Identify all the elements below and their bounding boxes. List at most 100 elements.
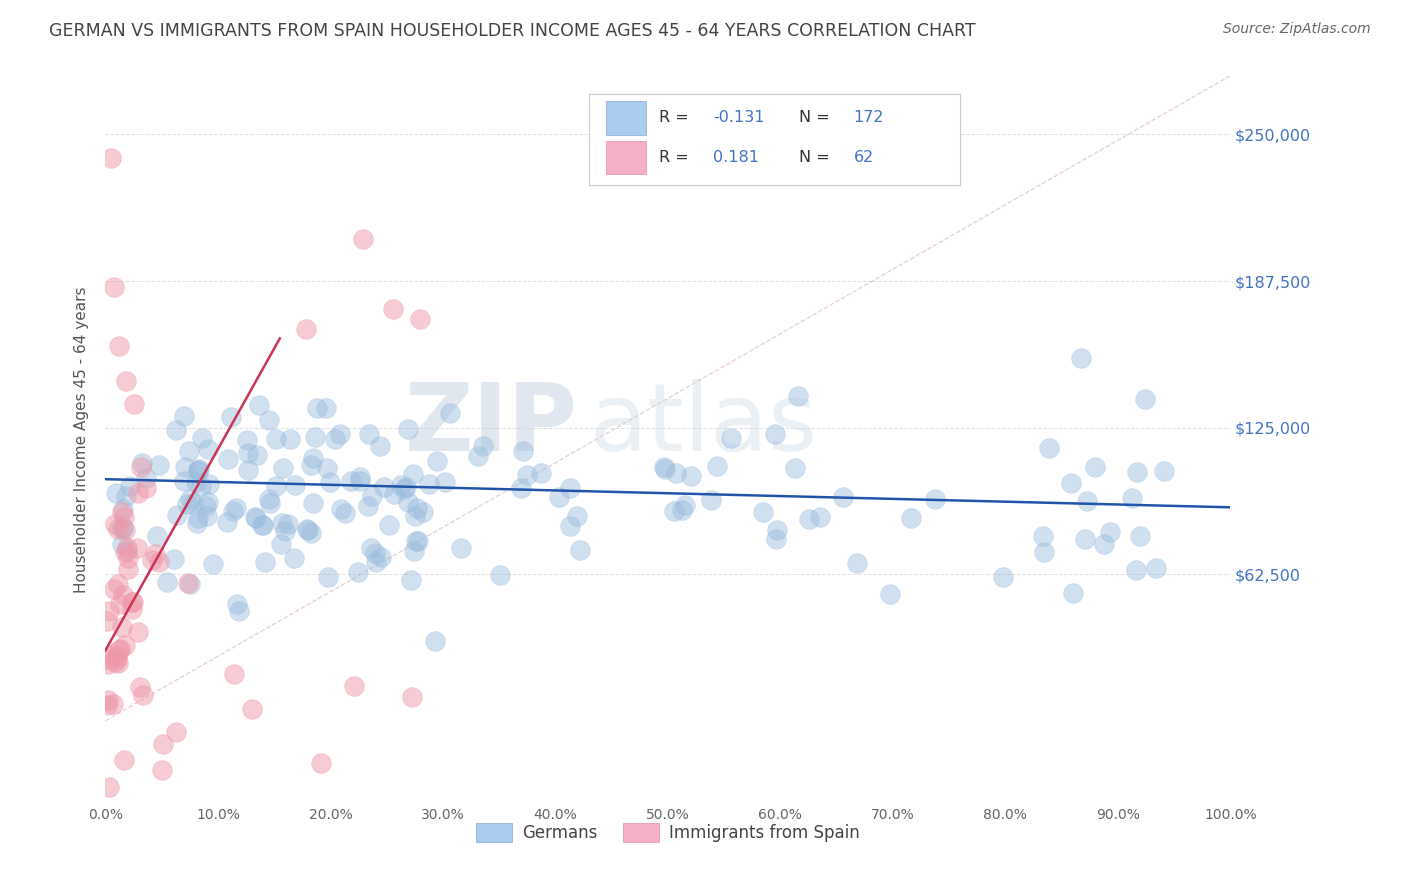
Point <box>665 466 688 480</box>
Point <box>179 492 201 507</box>
Point <box>173 474 195 488</box>
Point <box>467 449 489 463</box>
Point <box>97 692 120 706</box>
Point <box>228 603 250 617</box>
Point <box>343 679 366 693</box>
Point <box>1092 537 1115 551</box>
Point <box>763 427 786 442</box>
Point <box>399 573 422 587</box>
Point <box>319 475 342 489</box>
Point <box>252 517 274 532</box>
Point <box>406 533 429 548</box>
Point <box>115 489 138 503</box>
Point <box>302 496 325 510</box>
Point <box>115 544 138 558</box>
Point <box>145 529 167 543</box>
Legend: Germans, Immigrants from Spain: Germans, Immigrants from Spain <box>470 816 866 849</box>
Point <box>236 446 259 460</box>
Point <box>217 451 239 466</box>
Point <box>752 505 775 519</box>
Point <box>96 614 118 628</box>
Point <box>135 481 157 495</box>
Point <box>392 483 415 497</box>
Point <box>700 492 723 507</box>
Point <box>163 551 186 566</box>
Point <box>370 549 392 564</box>
Point <box>141 552 163 566</box>
Point <box>378 518 401 533</box>
Point <box>222 504 245 518</box>
Point <box>706 458 728 473</box>
Point <box>1032 545 1054 559</box>
Point <box>108 597 131 611</box>
Point <box>96 652 118 666</box>
Point <box>270 536 292 550</box>
Point <box>900 511 922 525</box>
Point <box>512 443 534 458</box>
Point <box>100 648 122 662</box>
Point <box>797 512 820 526</box>
Point <box>266 479 288 493</box>
Point <box>302 451 325 466</box>
Point <box>652 460 675 475</box>
Point <box>148 556 170 570</box>
Point <box>315 461 337 475</box>
Point <box>101 697 124 711</box>
Point <box>103 582 125 597</box>
Point <box>879 586 901 600</box>
Point <box>1125 466 1147 480</box>
Point <box>471 439 494 453</box>
Point <box>107 522 129 536</box>
Point <box>217 516 239 530</box>
Point <box>195 508 218 523</box>
Point <box>364 555 387 569</box>
Point <box>418 476 440 491</box>
Point <box>309 756 332 770</box>
Text: N =: N = <box>800 150 835 165</box>
Point <box>226 597 249 611</box>
Text: R =: R = <box>659 150 693 165</box>
FancyBboxPatch shape <box>589 94 960 185</box>
Point <box>991 569 1014 583</box>
Point <box>103 280 125 294</box>
Point <box>488 568 510 582</box>
Point <box>219 410 242 425</box>
Point <box>259 496 281 510</box>
Point <box>765 532 787 546</box>
Point <box>104 516 127 531</box>
Point <box>405 534 427 549</box>
Point <box>173 409 195 423</box>
Point <box>111 502 134 516</box>
Point <box>165 423 187 437</box>
Point <box>548 490 571 504</box>
Point <box>364 546 387 560</box>
Point <box>143 547 166 561</box>
Point <box>165 725 187 739</box>
Point <box>271 461 294 475</box>
Point <box>197 476 219 491</box>
Text: atlas: atlas <box>589 379 817 471</box>
Point <box>273 524 295 538</box>
Point <box>339 474 361 488</box>
Point <box>1144 561 1167 575</box>
Point <box>107 651 129 665</box>
Point <box>122 397 145 411</box>
Point <box>129 460 152 475</box>
Point <box>787 389 810 403</box>
Point <box>1032 529 1054 543</box>
Point <box>131 688 153 702</box>
Point <box>111 520 134 534</box>
Point <box>450 541 472 555</box>
Point <box>277 517 299 532</box>
Point <box>98 604 121 618</box>
Point <box>565 509 588 524</box>
Point <box>662 504 685 518</box>
Point <box>271 516 294 530</box>
Point <box>294 322 316 336</box>
Point <box>112 753 135 767</box>
Point <box>1153 464 1175 478</box>
Point <box>186 516 208 530</box>
Point <box>179 443 201 458</box>
Point <box>382 301 405 316</box>
Point <box>120 479 142 493</box>
